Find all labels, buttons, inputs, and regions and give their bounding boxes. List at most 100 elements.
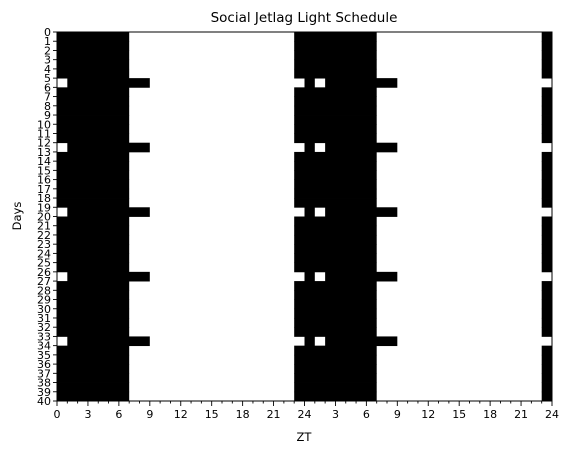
dark-cell-day-13-0: [57, 151, 130, 162]
dark-cell-day-15-0: [57, 170, 130, 180]
y-tick-label-2: 2: [44, 44, 51, 57]
y-tick-label-15: 15: [37, 164, 51, 177]
dark-cell-day-22-1: [294, 234, 377, 245]
dark-cell-day-38-0: [57, 382, 130, 393]
dark-cell-day-13-2: [541, 151, 552, 162]
dark-cell-day-14-1: [294, 161, 377, 171]
y-tick-label-5: 5: [44, 72, 51, 85]
dark-cell-day-20-0: [57, 216, 130, 227]
dark-cell-day-10-2: [541, 124, 552, 134]
dark-cell-day-30-2: [541, 308, 552, 319]
dark-cell-day-3-0: [57, 59, 130, 70]
dark-cell-day-19-1: [304, 207, 315, 217]
dark-cell-day-13-1: [294, 151, 377, 162]
y-tick-label-16: 16: [37, 174, 51, 187]
dark-cell-day-26-0: [67, 271, 150, 282]
dark-cell-day-39-1: [294, 391, 377, 402]
dark-cell-day-18-2: [541, 198, 552, 208]
dark-cell-day-29-1: [294, 299, 377, 310]
dark-cell-day-24-2: [541, 253, 552, 264]
dark-cell-day-37-2: [541, 373, 552, 383]
dark-cell-day-31-2: [541, 317, 552, 328]
dark-cell-day-27-2: [541, 281, 552, 291]
plot-area: [57, 32, 552, 402]
y-tick-label-14: 14: [37, 155, 51, 168]
y-tick-label-18: 18: [37, 192, 51, 205]
dark-cell-day-30-0: [57, 308, 130, 319]
dark-cell-day-39-2: [541, 391, 552, 402]
y-tick-label-40: 40: [37, 395, 51, 408]
y-tick-label-21: 21: [37, 220, 51, 233]
dark-cell-day-9-0: [57, 115, 130, 125]
dark-cell-day-6-2: [541, 87, 552, 97]
x-tick-label-15: 21: [514, 408, 528, 421]
dark-cell-day-33-2: [325, 336, 398, 347]
dark-cell-day-6-0: [57, 87, 130, 97]
dark-cell-day-0-1: [294, 32, 377, 42]
y-tick-label-20: 20: [37, 211, 51, 224]
y-tick-label-11: 11: [37, 127, 51, 140]
dark-cell-day-1-0: [57, 41, 130, 51]
dark-cell-day-22-2: [541, 234, 552, 245]
dark-cell-day-3-1: [294, 59, 377, 70]
dark-cell-day-21-1: [294, 225, 377, 236]
dark-cell-day-20-2: [541, 216, 552, 227]
dark-cell-day-23-0: [57, 244, 130, 254]
dark-cell-day-1-2: [541, 41, 552, 51]
y-tick-label-17: 17: [37, 183, 51, 196]
y-tick-label-19: 19: [37, 201, 51, 214]
dark-cell-day-17-1: [294, 188, 377, 199]
dark-cell-day-18-1: [294, 198, 377, 208]
dark-cell-day-33-1: [304, 336, 315, 347]
y-tick-label-4: 4: [44, 63, 51, 76]
dark-cell-day-15-2: [541, 170, 552, 180]
dark-cell-day-27-1: [294, 281, 377, 291]
dark-cell-day-4-1: [294, 68, 377, 79]
x-tick-label-7: 21: [267, 408, 281, 421]
y-tick-label-23: 23: [37, 238, 51, 251]
y-tick-label-38: 38: [37, 377, 51, 390]
dark-cell-day-10-0: [57, 124, 130, 134]
y-tick-label-26: 26: [37, 266, 51, 279]
dark-cell-day-25-1: [294, 262, 377, 273]
dark-cell-day-21-0: [57, 225, 130, 236]
x-tick-label-6: 18: [236, 408, 250, 421]
dark-cell-day-36-2: [541, 364, 552, 374]
dark-cell-day-31-1: [294, 317, 377, 328]
x-tick-label-1: 3: [84, 408, 91, 421]
dark-cell-day-21-2: [541, 225, 552, 236]
y-tick-label-9: 9: [44, 109, 51, 122]
dark-cell-day-8-2: [541, 105, 552, 116]
dark-cell-day-11-1: [294, 133, 377, 144]
y-tick-label-22: 22: [37, 229, 51, 242]
dark-cell-day-37-0: [57, 373, 130, 383]
dark-cell-day-0-2: [541, 32, 552, 42]
dark-cell-day-9-2: [541, 115, 552, 125]
dark-cell-day-27-0: [57, 281, 130, 291]
y-tick-label-7: 7: [44, 91, 51, 104]
dark-cell-day-38-1: [294, 382, 377, 393]
y-tick-label-36: 36: [37, 358, 51, 371]
dark-cell-day-28-1: [294, 290, 377, 300]
x-tick-label-5: 15: [205, 408, 219, 421]
y-tick-label-6: 6: [44, 81, 51, 94]
dark-cell-day-39-0: [57, 391, 130, 402]
dark-cell-day-3-2: [541, 59, 552, 70]
dark-cell-day-5-0: [67, 78, 150, 88]
dark-cell-day-2-1: [294, 50, 377, 61]
y-tick-label-32: 32: [37, 321, 51, 334]
x-tick-label-8: 24: [298, 408, 312, 421]
dark-cell-day-8-1: [294, 105, 377, 116]
x-tick-label-3: 9: [146, 408, 153, 421]
dark-cell-day-16-2: [541, 179, 552, 190]
dark-cell-day-18-0: [57, 198, 130, 208]
dark-cell-day-33-0: [67, 336, 150, 347]
y-tick-label-30: 30: [37, 303, 51, 316]
y-tick-label-25: 25: [37, 257, 51, 270]
y-tick-label-1: 1: [44, 35, 51, 48]
dark-cell-day-2-0: [57, 50, 130, 61]
x-tick-label-16: 24: [545, 408, 559, 421]
dark-cell-day-0-0: [57, 32, 130, 42]
dark-cell-day-22-0: [57, 234, 130, 245]
dark-cell-day-2-2: [541, 50, 552, 61]
